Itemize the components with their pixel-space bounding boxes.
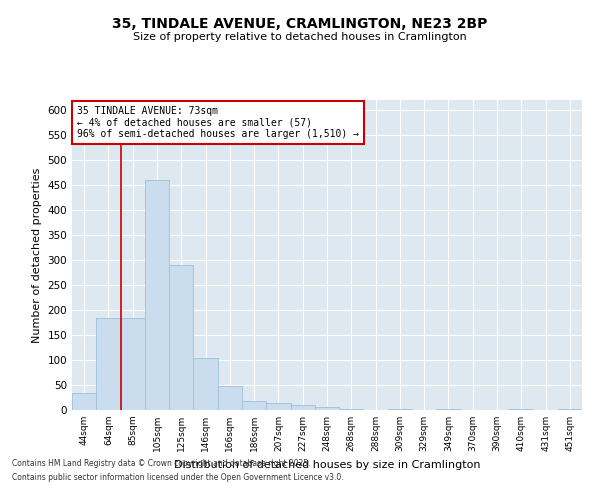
Bar [290,405,315,410]
Bar [218,386,242,410]
Bar [388,408,412,410]
Bar [96,318,121,410]
Bar [266,403,290,410]
Text: Size of property relative to detached houses in Cramlington: Size of property relative to detached ho… [133,32,467,42]
Text: Contains HM Land Registry data © Crown copyright and database right 2025.: Contains HM Land Registry data © Crown c… [12,458,311,468]
Bar [509,408,533,410]
Text: 35, TINDALE AVENUE, CRAMLINGTON, NE23 2BP: 35, TINDALE AVENUE, CRAMLINGTON, NE23 2B… [112,18,488,32]
Bar [436,408,461,410]
Text: Contains public sector information licensed under the Open Government Licence v3: Contains public sector information licen… [12,474,344,482]
Bar [315,406,339,410]
X-axis label: Distribution of detached houses by size in Cramlington: Distribution of detached houses by size … [174,460,480,469]
Bar [121,318,145,410]
Bar [558,408,582,410]
Bar [145,180,169,410]
Bar [242,401,266,410]
Y-axis label: Number of detached properties: Number of detached properties [32,168,42,342]
Bar [169,265,193,410]
Bar [339,408,364,410]
Bar [193,358,218,410]
Text: 35 TINDALE AVENUE: 73sqm
← 4% of detached houses are smaller (57)
96% of semi-de: 35 TINDALE AVENUE: 73sqm ← 4% of detache… [77,106,359,140]
Bar [72,392,96,410]
